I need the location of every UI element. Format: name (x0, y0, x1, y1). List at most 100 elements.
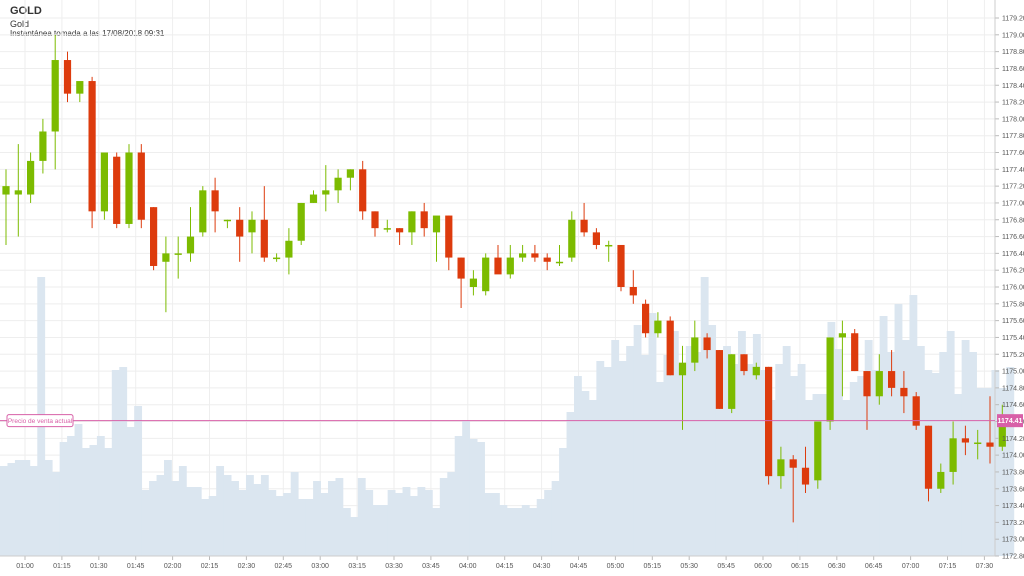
volume-bar (827, 322, 836, 556)
volume-bar (857, 376, 866, 556)
y-tick-label: 1177.60 (1002, 150, 1024, 157)
candle-down (580, 219, 588, 233)
volume-bar (313, 481, 321, 556)
candle-up (408, 211, 416, 233)
y-tick-label: 1178.00 (1002, 116, 1024, 123)
candle-up (199, 190, 207, 233)
volume-bar (685, 346, 694, 556)
candle-up (974, 442, 982, 445)
volume-bar (328, 481, 336, 556)
volume-bar (454, 436, 463, 556)
candle-up (186, 236, 195, 254)
candle-up (297, 202, 305, 241)
candle-up (875, 371, 883, 397)
volume-bar (939, 352, 948, 556)
volume-bar (1006, 367, 1015, 556)
candle-down (150, 207, 158, 266)
volume-bar (89, 445, 98, 556)
candle-down (211, 190, 219, 212)
x-tick-label: 01:00 (16, 563, 34, 570)
volume-bar (797, 364, 806, 556)
volume-bar (521, 505, 530, 556)
candle-up (346, 169, 354, 178)
y-tick-label: 1174.80 (1002, 385, 1024, 392)
candle-down (863, 371, 871, 397)
y-tick-label: 1172.80 (1002, 554, 1024, 561)
volume-bar (738, 331, 746, 556)
candle-down (715, 350, 723, 409)
candle-down (617, 244, 625, 287)
volume-bar (469, 439, 478, 556)
x-tick-label: 05:00 (607, 563, 625, 570)
volume-bar (253, 484, 262, 556)
volume-bar (7, 463, 16, 556)
volume-bar (246, 475, 254, 556)
volume-bar (171, 481, 180, 556)
volume-bar (693, 352, 702, 556)
volume-bar (402, 487, 411, 556)
volume-bar (767, 400, 776, 556)
volume-bar (320, 493, 329, 556)
volume-bar (551, 481, 560, 556)
instrument-name: Gold (10, 19, 30, 29)
volume-bar (998, 388, 1007, 556)
x-tick-label: 02:30 (238, 563, 256, 570)
volume-bar (380, 505, 389, 556)
candle-up (100, 152, 108, 212)
volume-bar (656, 382, 664, 556)
current-price-value: 1174.41 (998, 418, 1023, 425)
volume-bar (760, 370, 769, 556)
candle-up (777, 459, 785, 477)
candle-down (420, 211, 428, 229)
candle-down (961, 438, 969, 443)
candle-down (924, 425, 933, 489)
candle-up (469, 278, 477, 287)
volume-bar (506, 508, 515, 556)
volume-bar (432, 508, 441, 556)
candle-up (519, 253, 527, 258)
candle-down (63, 60, 72, 94)
y-tick-label: 1173.20 (1002, 520, 1024, 527)
candle-up (125, 152, 133, 224)
volume-bar (976, 388, 985, 556)
volume-bar (59, 442, 68, 556)
x-tick-label: 06:30 (828, 563, 846, 570)
volume-bar (22, 460, 31, 556)
y-tick-label: 1173.80 (1002, 469, 1024, 476)
volume-bar (208, 496, 217, 556)
x-tick-label: 05:30 (680, 563, 698, 570)
y-tick-label: 1177.40 (1002, 167, 1024, 174)
candle-up (14, 190, 22, 195)
volume-bar (916, 346, 925, 556)
candle-up (248, 219, 256, 233)
volume-bar (700, 277, 709, 556)
volume-bar (216, 466, 225, 556)
candle-up (506, 257, 514, 275)
snapshot-timestamp: Instantánea tomada a las 17/08/2018 09:3… (10, 29, 165, 38)
volume-bar (536, 499, 545, 556)
candle-up (309, 194, 318, 203)
volume-bar (29, 466, 38, 556)
volume-bar (387, 490, 396, 556)
y-tick-label: 1178.20 (1002, 100, 1024, 107)
volume-bar (566, 412, 575, 556)
volume-bar (954, 394, 963, 556)
candle-down (912, 396, 920, 426)
volume-bar (752, 334, 761, 556)
candle-down (88, 81, 96, 212)
volume-bar (231, 481, 239, 556)
volume-bar (492, 493, 500, 556)
candle-up (383, 228, 391, 230)
volume-bar (424, 490, 433, 556)
x-tick-label: 03:30 (385, 563, 403, 570)
volume-bar (872, 370, 881, 556)
x-tick-label: 06:15 (791, 563, 809, 570)
candle-up (568, 219, 576, 258)
current-price-line: Precio de venta actual 1174.41 (0, 414, 1023, 428)
volume-bar (849, 382, 858, 556)
volume-bar (603, 367, 612, 556)
volume-bar (268, 490, 277, 556)
volume-bar (178, 466, 187, 556)
candle-up (691, 337, 699, 363)
x-tick-label: 07:00 (902, 563, 920, 570)
